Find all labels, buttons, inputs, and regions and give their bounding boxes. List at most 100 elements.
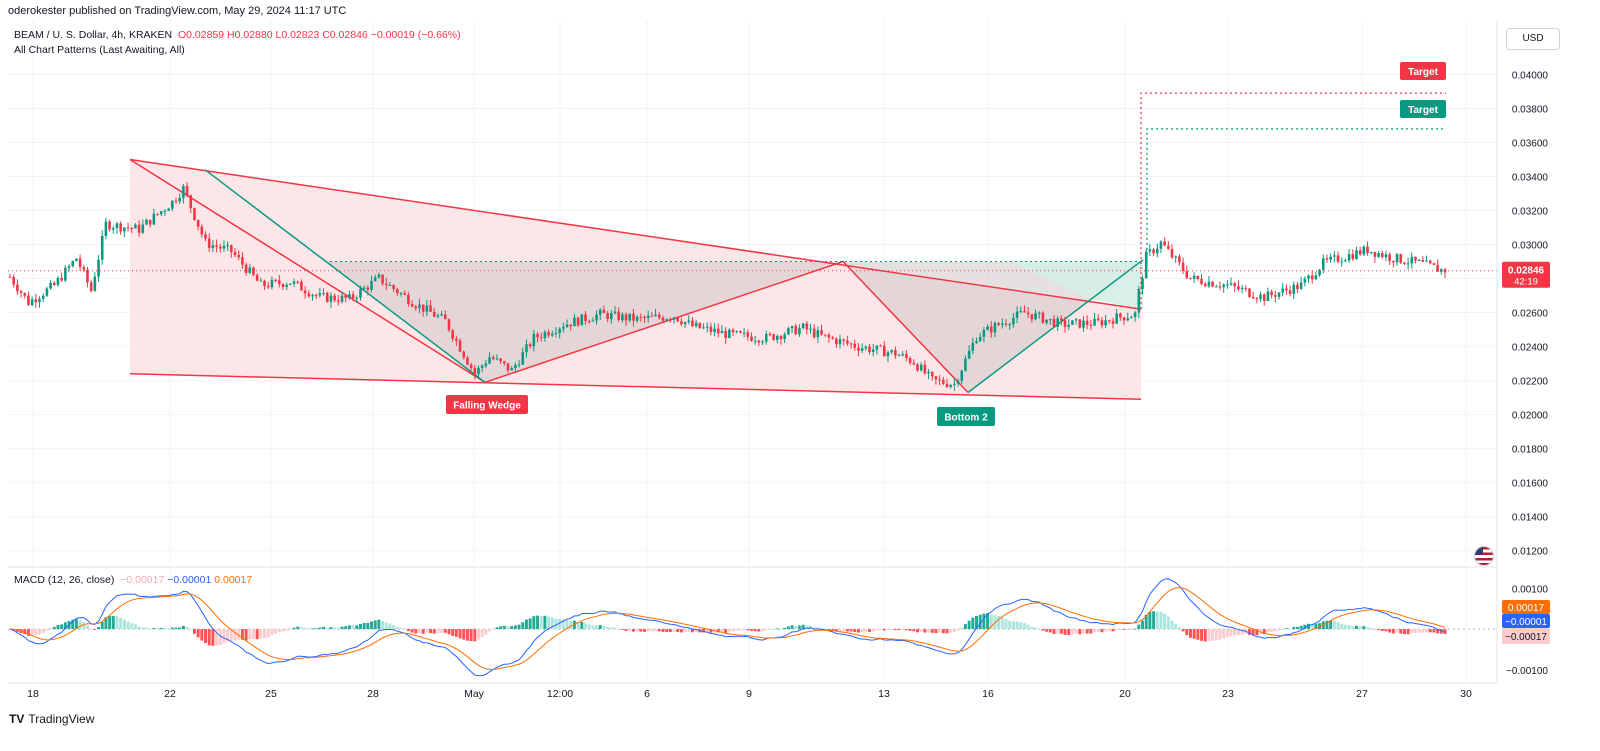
candle-body: [115, 223, 119, 229]
macd-hist-bar: [104, 617, 108, 630]
macd-hist-bar: [628, 629, 632, 631]
x-tick-label: May: [464, 688, 485, 700]
indicator-legend[interactable]: All Chart Patterns (Last Awaiting, All): [14, 44, 185, 56]
macd-hist-bar: [539, 615, 543, 630]
macd-hist-bar: [602, 625, 606, 630]
currency-button[interactable]: USD: [1506, 28, 1560, 50]
bottom2-label-text: Bottom 2: [944, 413, 988, 424]
macd-hist-bar: [1307, 623, 1310, 630]
macd-hist-bar: [185, 626, 189, 630]
candle-body: [975, 341, 978, 344]
symbol-name[interactable]: BEAM / U. S. Dollar, 4h, KRAKEN: [14, 29, 173, 41]
candle-body: [1085, 320, 1089, 325]
macd-hist-bar: [963, 624, 967, 630]
candle-body: [141, 224, 145, 233]
macd-hist-bar: [960, 627, 964, 630]
candle-body: [831, 337, 834, 339]
macd-hist-bar: [1439, 629, 1443, 634]
candle-body: [1137, 288, 1141, 313]
macd-hist-bar: [421, 629, 425, 634]
macd-hist-bar: [890, 629, 894, 630]
candle-body: [960, 370, 964, 382]
candle-body: [720, 330, 724, 334]
candle-body: [145, 219, 148, 225]
macd-legend[interactable]: MACD (12, 26, close) −0.00017 −0.00001 0…: [14, 574, 252, 586]
candle-body: [1240, 288, 1244, 290]
candle-body: [49, 282, 52, 289]
macd-hist-bar: [170, 627, 174, 630]
macd-hist-bar: [499, 626, 503, 630]
candle-body: [230, 245, 233, 252]
macd-hist-bar: [1248, 629, 1251, 635]
macd-hist-bar: [554, 618, 558, 630]
macd-hist-bar: [1085, 629, 1089, 634]
macd-hist-bar: [572, 620, 576, 630]
macd-hist-bar: [137, 626, 141, 630]
macd-badge: [1502, 614, 1550, 628]
symbol-legend[interactable]: BEAM / U. S. Dollar, 4h, KRAKEN O0.02859…: [14, 29, 461, 41]
macd-hist-bar: [465, 629, 469, 641]
macd-hist-bar: [318, 627, 322, 630]
macd-hist-bar: [425, 629, 429, 634]
y-tick-label: 0.03000: [1512, 241, 1549, 252]
macd-hist-bar: [1295, 626, 1299, 630]
candle-body: [93, 276, 97, 291]
candle-body: [241, 257, 244, 265]
falling-wedge-label-text: Falling Wedge: [453, 401, 521, 412]
macd-legend-name[interactable]: MACD (12, 26, close): [14, 574, 115, 586]
candle-body: [458, 340, 462, 352]
macd-hist-bar: [63, 622, 67, 630]
macd-hist-bar: [1236, 629, 1240, 636]
macd-hist-bar: [111, 615, 115, 630]
x-tick-label: 25: [265, 688, 277, 700]
macd-hist-bar: [941, 629, 945, 634]
macd-hist-bar: [174, 627, 178, 630]
macd-hist-bar: [1200, 629, 1204, 641]
candle-body: [1421, 260, 1425, 262]
candle-body: [562, 327, 565, 329]
macd-hist-bar: [1052, 629, 1056, 635]
macd-hist-bar: [1425, 629, 1429, 633]
candle-body: [528, 344, 532, 347]
candle-body: [30, 299, 34, 306]
falling-wedge-label-bg: [446, 395, 528, 414]
candle-body: [215, 245, 218, 247]
candle-body: [967, 350, 971, 359]
macd-hist-bar: [779, 628, 783, 630]
us-flag-icon[interactable]: [1474, 546, 1494, 566]
macd-hist-bar: [148, 628, 152, 630]
footer-brand: TradingView: [28, 712, 95, 726]
macd-hist-bar: [285, 629, 289, 631]
candle-body: [211, 245, 215, 248]
footer-branding[interactable]: TV TradingView: [9, 712, 94, 726]
macd-hist-bar: [23, 629, 27, 635]
candle-body: [1034, 313, 1037, 320]
macd-hist-bar: [624, 629, 628, 631]
macd-hist-bar: [1004, 619, 1008, 630]
candle-body: [1333, 255, 1336, 257]
macd-hist-bar: [78, 620, 82, 630]
y-tick-label: 0.02000: [1512, 411, 1549, 422]
macd-hist-bar: [1362, 626, 1366, 630]
macd-hist-bar: [1336, 622, 1340, 630]
candle-body: [787, 328, 790, 335]
candle-body: [311, 295, 314, 297]
macd-hist-bar: [927, 629, 931, 633]
macd-hist-bar: [126, 621, 130, 630]
candle-body: [289, 283, 292, 285]
candle-body: [687, 320, 691, 322]
macd-hist-bar: [742, 629, 746, 630]
candle-body: [1233, 283, 1237, 287]
candle-body: [871, 349, 875, 352]
macd-hist-bar: [550, 617, 554, 630]
candle-body: [539, 337, 543, 339]
candle-body: [196, 219, 200, 227]
candle-body: [1373, 251, 1377, 257]
macd-hist-bar: [1163, 613, 1167, 630]
candle-body: [392, 285, 395, 290]
target1-label: Target: [1400, 62, 1446, 80]
macd-hist-bar: [1011, 621, 1015, 630]
macd-hist-bar: [340, 626, 344, 630]
candle-body: [694, 322, 698, 327]
